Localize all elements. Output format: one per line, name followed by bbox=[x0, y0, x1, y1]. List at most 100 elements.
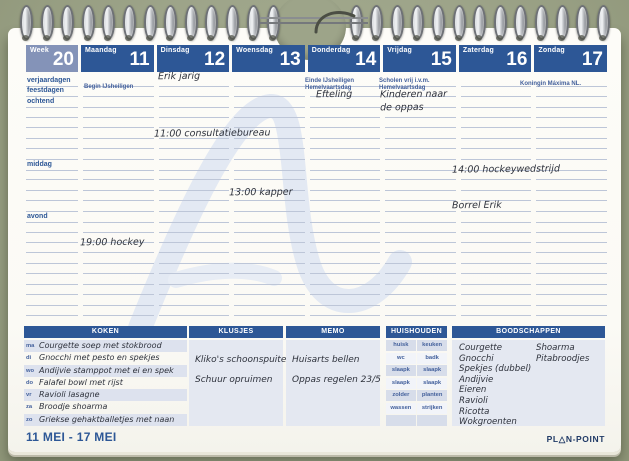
section-label-feestdagen: feestdagen bbox=[27, 87, 64, 95]
spiral-loop bbox=[246, 5, 260, 41]
day-slot-line bbox=[460, 160, 532, 171]
day-slot-line bbox=[385, 160, 456, 171]
grid-row bbox=[26, 180, 607, 191]
spiral-loop bbox=[123, 5, 136, 41]
row-label-cell bbox=[26, 149, 78, 160]
spiral-loop bbox=[514, 5, 528, 41]
day-date: 11 bbox=[129, 49, 150, 70]
boodschappen-item: Ricotta bbox=[459, 406, 490, 417]
day-slot-line bbox=[385, 191, 456, 202]
day-slot-line bbox=[460, 233, 532, 243]
day-date: 17 bbox=[581, 49, 603, 70]
day-slot-line bbox=[158, 233, 230, 243]
huishouden-cell: huisk bbox=[386, 340, 416, 351]
day-slot-line bbox=[83, 149, 154, 160]
boodschappen-item: Eieren bbox=[459, 385, 487, 396]
day-slot-line bbox=[158, 201, 230, 212]
day-slot-line bbox=[83, 201, 154, 212]
grid-row bbox=[26, 243, 607, 254]
week-label: Week bbox=[30, 47, 49, 54]
spiral-binding bbox=[0, 0, 629, 46]
day-slot-line bbox=[158, 264, 230, 275]
koken-meal: Ravioli lasagne bbox=[39, 390, 100, 400]
day-slot-line bbox=[83, 243, 154, 254]
day-slot-line bbox=[536, 118, 607, 129]
day-slot-line bbox=[460, 97, 532, 108]
day-slot-line bbox=[309, 285, 381, 296]
grid-row bbox=[26, 306, 607, 317]
spiral-loop bbox=[370, 5, 384, 41]
day-slot-line bbox=[234, 285, 305, 296]
boodschappen-column-2: Shoarma Pitabroodjes bbox=[536, 343, 589, 364]
day-slot-line bbox=[234, 233, 305, 243]
day-slot-line bbox=[83, 76, 154, 87]
day-slot-line bbox=[83, 128, 154, 139]
day-slot-line bbox=[309, 306, 381, 317]
koken-day-abbr: vr bbox=[26, 392, 32, 399]
day-slot-line bbox=[536, 128, 607, 139]
grid-row: middag bbox=[26, 160, 607, 171]
day-slot-line bbox=[158, 170, 230, 181]
day-slot-line bbox=[234, 149, 305, 160]
section-label-verjaardagen: verjaardagen bbox=[27, 77, 71, 84]
spiral-loop bbox=[576, 5, 590, 41]
day-slot-line bbox=[460, 253, 532, 264]
huishouden-cell: zolder bbox=[386, 390, 416, 401]
day-slot-line bbox=[158, 285, 230, 296]
day-slot-line bbox=[536, 86, 607, 98]
day-slot-line bbox=[83, 107, 154, 118]
day-slot-line bbox=[158, 212, 230, 223]
day-slot-line bbox=[385, 264, 456, 275]
printed-note: Begin IJsheiligen bbox=[84, 84, 134, 90]
day-header-dinsdag: Dinsdag 12 bbox=[156, 45, 230, 72]
grid-row bbox=[26, 274, 607, 285]
panel-huishouden: HUISHOUDEN huisk keuken wc badk slaapk slaapk… bbox=[386, 326, 447, 426]
row-label-cell bbox=[26, 128, 78, 139]
huishouden-cell: slaapk bbox=[417, 377, 447, 389]
grid-row bbox=[26, 139, 607, 150]
day-slot-line bbox=[234, 306, 305, 317]
day-slot-line bbox=[83, 264, 154, 275]
day-slot-line bbox=[234, 180, 305, 191]
day-slot-line bbox=[385, 180, 456, 191]
day-slot-line bbox=[83, 212, 154, 223]
panel-klusjes: KLUSJES Kliko's schoonspuiten Schuur opru… bbox=[189, 326, 292, 426]
section-label-ochtend: ochtend bbox=[27, 97, 55, 105]
day-slot-line bbox=[460, 170, 532, 181]
day-date: 15 bbox=[430, 49, 452, 70]
row-label-cell bbox=[26, 285, 78, 296]
grid-row bbox=[26, 264, 607, 275]
spiral-loop bbox=[40, 5, 54, 41]
day-slot-line bbox=[309, 243, 381, 254]
day-slot-line bbox=[460, 201, 532, 212]
day-slot-line bbox=[309, 201, 381, 212]
day-slot-line bbox=[83, 222, 154, 233]
grid-row bbox=[26, 253, 607, 264]
spiral-loop bbox=[535, 5, 548, 41]
day-slot-line bbox=[385, 118, 456, 129]
day-name: Dinsdag bbox=[160, 47, 190, 54]
koken-list: ma Courgette soep met stokbrood di Gnocchi … bbox=[24, 340, 187, 427]
day-name: Donderdag bbox=[311, 47, 351, 54]
day-slot-line bbox=[309, 191, 381, 202]
planner-page: Week 20 Maandag 11 Dinsdag 12 Woensdag 13 Dond… bbox=[8, 0, 621, 452]
day-slot-line bbox=[234, 170, 305, 181]
day-slot-line bbox=[158, 139, 230, 150]
spiral-loop bbox=[226, 5, 239, 41]
day-slot-line bbox=[385, 86, 456, 98]
huishouden-cell: strijken bbox=[417, 402, 447, 414]
boodschappen-item: Shoarma bbox=[536, 343, 575, 353]
day-slot-line bbox=[536, 222, 607, 233]
handwritten-entry: 13:00 kapper bbox=[228, 186, 293, 199]
day-slot-line bbox=[385, 233, 456, 243]
day-slot-line bbox=[83, 253, 154, 264]
day-slot-line bbox=[309, 180, 381, 191]
day-slot-line bbox=[158, 149, 230, 160]
koken-meal: Courgette soep met stokbrood bbox=[39, 341, 162, 350]
koken-row: ma Courgette soep met stokbrood bbox=[24, 340, 187, 353]
panel-huishouden-title: HUISHOUDEN bbox=[386, 326, 447, 338]
koken-row: do Falafel bowl met rijst bbox=[24, 377, 187, 389]
koken-meal: Gnocchi met pesto en spekjes bbox=[39, 353, 160, 363]
day-slot-line bbox=[309, 170, 381, 181]
week-number: 20 bbox=[52, 49, 74, 70]
